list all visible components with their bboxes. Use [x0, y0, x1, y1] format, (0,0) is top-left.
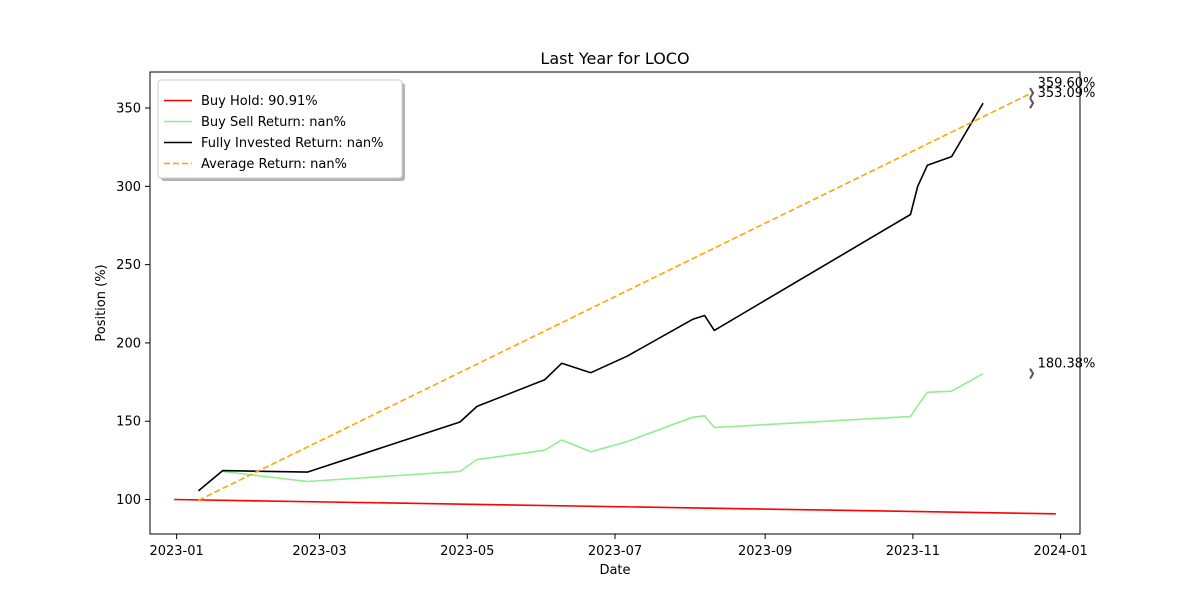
series-line-4 [198, 92, 1032, 502]
legend: Buy Hold: 90.91% Buy Sell Return: nan% Ful… [157, 79, 405, 181]
x-tick-label-2023-01: 2023-01 [149, 544, 203, 559]
annotation-arrow-2 [1029, 97, 1035, 109]
x-axis: 2023-01 2023-03 2023-05 2023-07 2023-09 2023-… [149, 534, 1088, 559]
annotation-label-3: 180.38% [1038, 357, 1096, 372]
legend-label-3: Fully Invested Return: nan% [201, 136, 384, 151]
annotation-arrow-1 [1029, 87, 1035, 99]
x-tick-label-2023-05: 2023-05 [440, 544, 494, 559]
annotation-label-1: 359.60% [1038, 76, 1096, 91]
legend-label-2: Buy Sell Return: nan% [201, 115, 346, 130]
y-tick-label-200: 200 [116, 336, 141, 351]
y-axis-label: Position (%) [94, 264, 109, 341]
x-tick-label-2023-09: 2023-09 [738, 544, 792, 559]
y-axis: 100 150 200 250 300 350 [116, 102, 150, 508]
series-line-3 [197, 102, 984, 492]
series-line-2 [222, 373, 984, 483]
x-tick-label-2023-07: 2023-07 [588, 544, 642, 559]
y-tick-label-350: 350 [116, 102, 141, 117]
annotation-label-2: 353.09% [1038, 86, 1096, 101]
legend-label-1: Buy Hold: 90.91% [201, 94, 318, 109]
x-tick-label-2023-11: 2023-11 [886, 544, 940, 559]
annotations: 359.60%353.09% 180.38% [1029, 76, 1096, 380]
x-axis-label: Date [599, 563, 630, 578]
plot-series [174, 92, 1056, 515]
y-tick-label-300: 300 [116, 180, 141, 195]
chart-title: Last Year for LOCO [540, 49, 689, 68]
legend-label-4: Average Return: nan% [201, 157, 347, 172]
y-tick-label-250: 250 [116, 258, 141, 273]
series-line-1 [174, 498, 1056, 515]
y-tick-label-150: 150 [116, 415, 141, 430]
x-tick-label-2024-01: 2024-01 [1033, 544, 1087, 559]
x-tick-label-2023-03: 2023-03 [292, 544, 346, 559]
legend-box [157, 79, 403, 179]
annotation-arrow-3 [1029, 368, 1035, 380]
y-tick-label-100: 100 [116, 493, 141, 508]
